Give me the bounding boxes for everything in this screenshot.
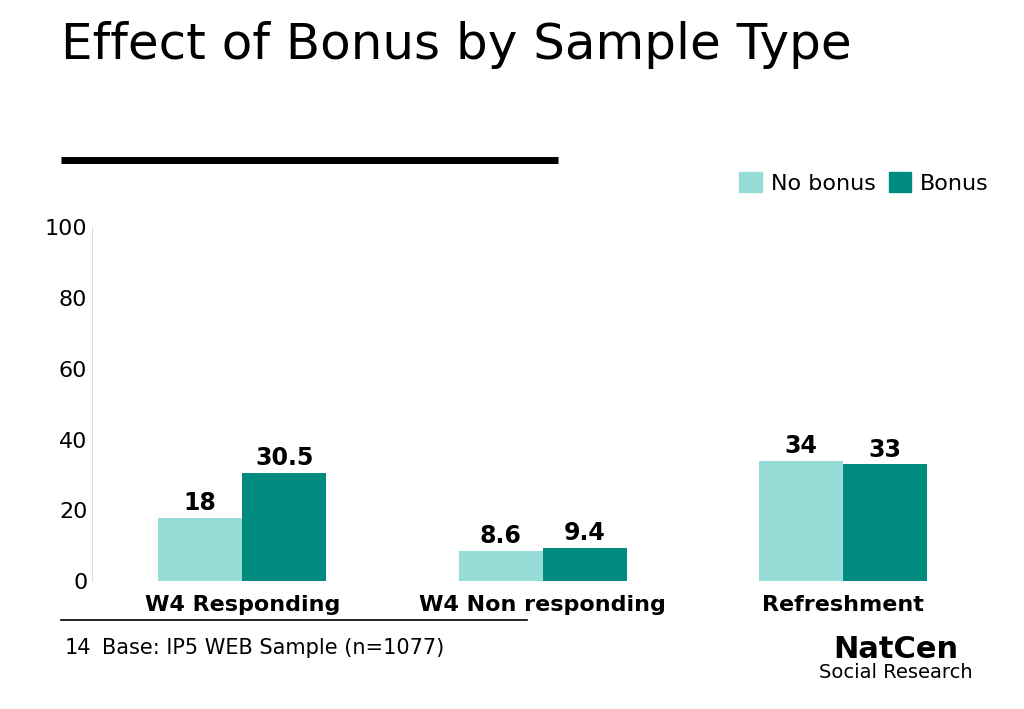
Text: NatCen: NatCen <box>834 635 958 664</box>
Bar <box>159 518 243 581</box>
Bar <box>843 464 927 581</box>
Text: Effect of Bonus by Sample Type: Effect of Bonus by Sample Type <box>61 21 852 69</box>
Text: 18: 18 <box>184 491 217 515</box>
Text: 33: 33 <box>868 437 902 462</box>
Text: Social Research: Social Research <box>819 663 973 682</box>
Bar <box>759 461 843 581</box>
Bar <box>459 551 543 581</box>
Bar <box>543 548 627 581</box>
Text: 9.4: 9.4 <box>564 521 605 545</box>
Legend: No bonus, Bonus: No bonus, Bonus <box>730 164 997 203</box>
Bar <box>243 474 327 581</box>
Text: 8.6: 8.6 <box>479 524 521 548</box>
Text: Base: IP5 WEB Sample (n=1077): Base: IP5 WEB Sample (n=1077) <box>102 638 444 658</box>
Text: 30.5: 30.5 <box>255 447 313 471</box>
Text: 14: 14 <box>65 638 91 658</box>
Text: 34: 34 <box>784 434 817 458</box>
